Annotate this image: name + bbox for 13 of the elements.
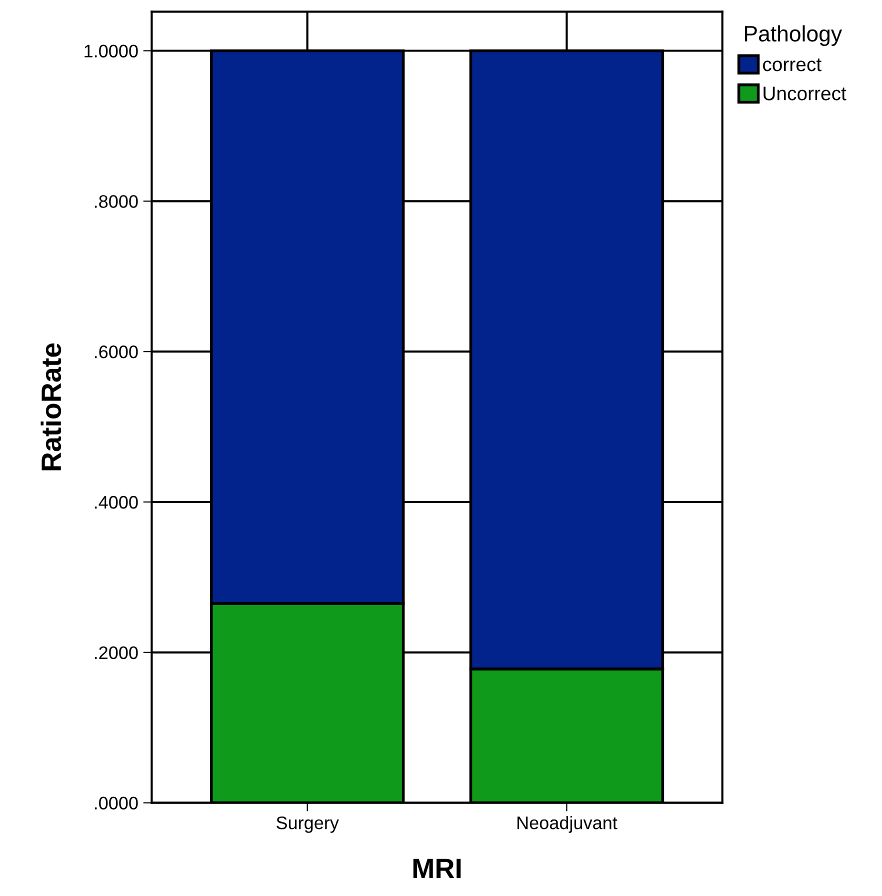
y-axis-title: RatioRate: [40, 343, 62, 470]
legend-label: correct: [762, 58, 822, 72]
y-tick-label: .6000: [94, 346, 138, 358]
x-tick-label: Surgery: [276, 816, 339, 833]
y-tick-label: 1.0000: [84, 44, 138, 58]
y-tick-label: .4000: [94, 496, 138, 509]
legend-label: Uncorrect: [764, 86, 846, 100]
y-tick-label: .2000: [94, 646, 138, 660]
x-tick-label: Neoadjuvant: [518, 816, 618, 833]
legend-title: Pathology: [745, 25, 842, 46]
y-tick-label: .8000: [94, 195, 138, 208]
x-axis-title: MRI: [413, 858, 461, 878]
y-tick-label: .0000: [94, 796, 138, 810]
